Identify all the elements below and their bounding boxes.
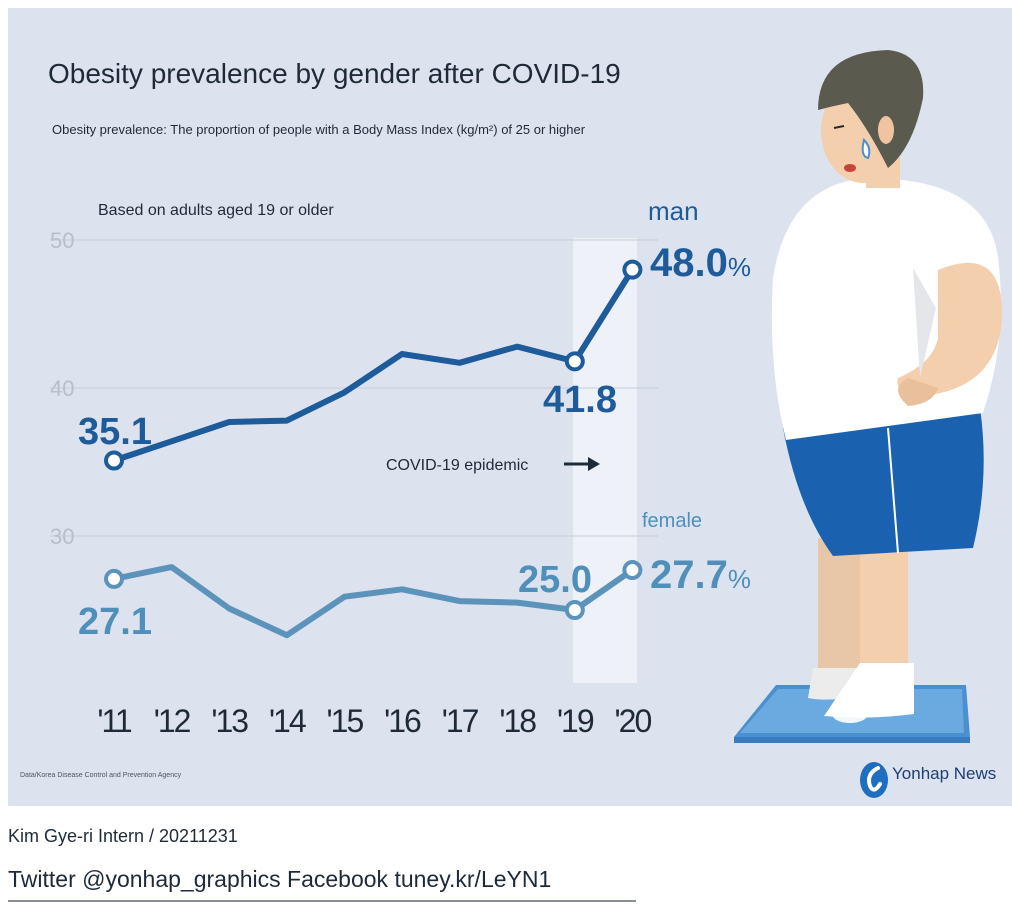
y-tick-label: 40 bbox=[50, 376, 74, 401]
x-tick-label: '20 bbox=[615, 703, 652, 739]
series-line-female bbox=[111, 564, 636, 639]
x-tick-label: '12 bbox=[154, 703, 191, 739]
data-point-female bbox=[104, 568, 124, 589]
covid-annotation: COVID-19 epidemic bbox=[386, 457, 528, 474]
divider bbox=[8, 900, 636, 902]
social-links[interactable]: Twitter @yonhap_graphics Facebook tuney.… bbox=[8, 866, 552, 892]
chart-subtitle: Obesity prevalence: The proportion of pe… bbox=[52, 122, 586, 137]
x-tick-label: '18 bbox=[499, 703, 536, 739]
label-man-start: 35.1 bbox=[78, 411, 152, 453]
byline: Kim Gye-ri Intern / 20211231 bbox=[8, 826, 238, 846]
x-tick-label: '17 bbox=[442, 703, 479, 739]
chart-note: Based on adults aged 19 or older bbox=[98, 202, 334, 219]
line-chart: 30 40 50 '11 '12 '13 '14 '15 '16 '17 '18 '19 '20 ma… bbox=[50, 50, 1003, 743]
y-tick-label: 30 bbox=[50, 524, 74, 549]
series-line-man bbox=[111, 266, 636, 464]
x-tick-label: '13 bbox=[211, 703, 248, 739]
x-tick-label: '19 bbox=[557, 703, 594, 739]
data-point-man bbox=[564, 351, 585, 372]
yonhap-logo-icon bbox=[860, 762, 888, 798]
x-tick-label: '16 bbox=[384, 703, 421, 739]
label-female-2019: 25.0 bbox=[518, 559, 592, 601]
x-tick-label: '15 bbox=[327, 703, 364, 739]
man-on-scale-illustration bbox=[734, 50, 1003, 743]
label-female-start: 27.1 bbox=[78, 601, 152, 643]
x-tick-label: '11 bbox=[97, 703, 132, 739]
data-point-female bbox=[564, 600, 585, 620]
yonhap-news-label: Yonhap News bbox=[892, 764, 997, 783]
data-point-man bbox=[622, 259, 643, 280]
label-man: man bbox=[648, 196, 699, 226]
label-female-end: 27.7% bbox=[650, 553, 751, 597]
x-tick-label: '14 bbox=[269, 703, 306, 739]
data-point-man bbox=[104, 450, 124, 471]
y-tick-label: 50 bbox=[50, 228, 74, 253]
label-man-2019: 41.8 bbox=[543, 379, 617, 421]
label-female: female bbox=[642, 510, 702, 532]
arrow-right-icon bbox=[564, 457, 600, 471]
data-source: Data/Korea Disease Control and Preventio… bbox=[20, 772, 182, 779]
chart-title: Obesity prevalence by gender after COVID… bbox=[48, 58, 621, 89]
infographic-panel: 30 40 50 '11 '12 '13 '14 '15 '16 '17 '18 '19 '20 ma… bbox=[8, 8, 1012, 806]
label-man-end: 48.0% bbox=[650, 241, 751, 285]
data-point-female bbox=[622, 560, 643, 581]
